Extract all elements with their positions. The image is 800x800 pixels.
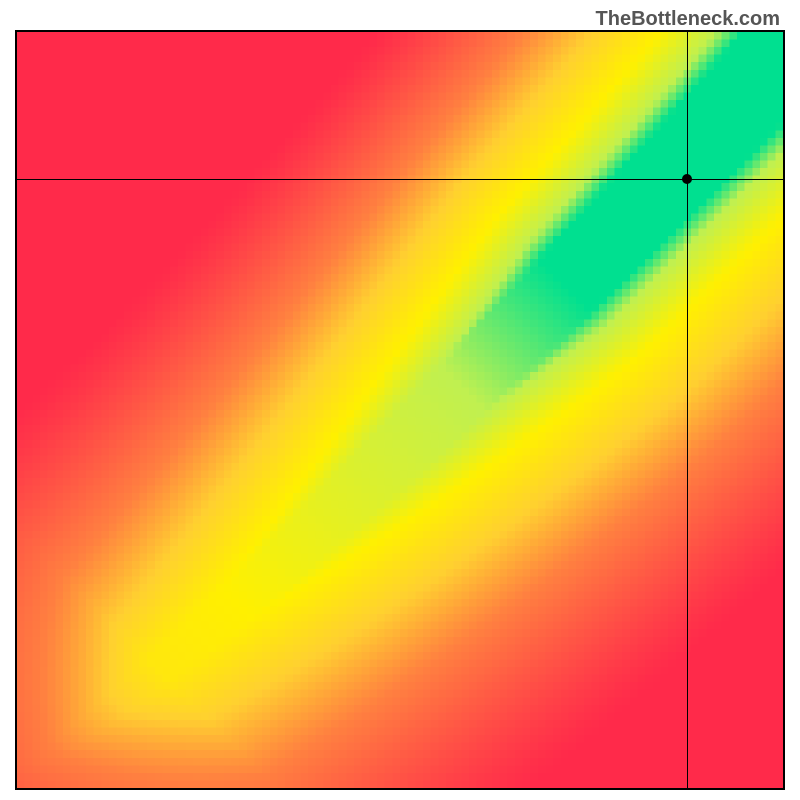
watermark-text: TheBottleneck.com xyxy=(596,8,780,31)
crosshair-horizontal xyxy=(17,179,783,180)
heatmap-chart xyxy=(15,30,785,790)
crosshair-vertical xyxy=(687,32,688,788)
heatmap-canvas xyxy=(17,32,783,788)
marker-point xyxy=(682,174,692,184)
